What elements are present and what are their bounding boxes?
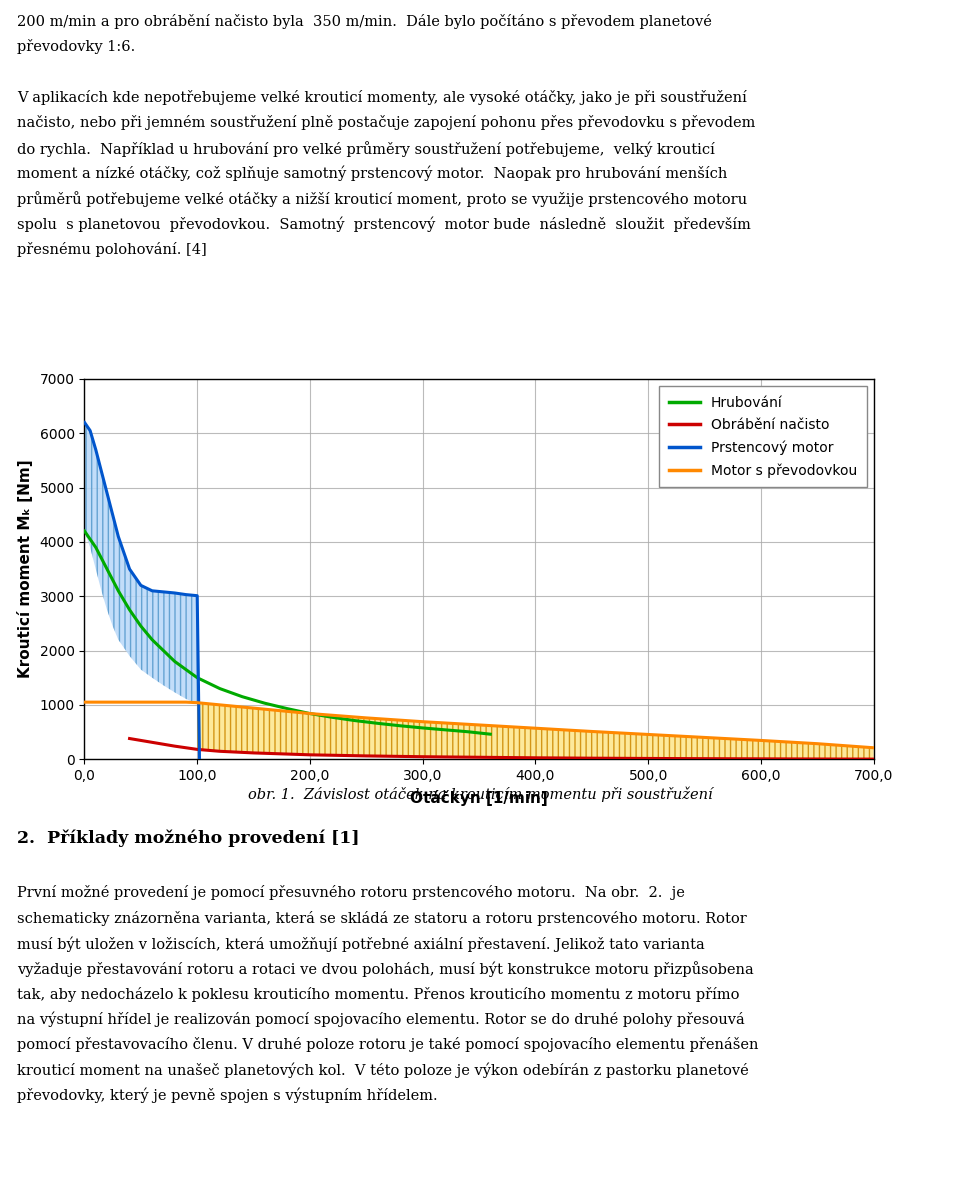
Text: moment a nízké otáčky, což splňuje samotný prstencový motor.  Naopak pro hrubová: moment a nízké otáčky, což splňuje samot… [17, 166, 728, 181]
Text: do rychla.  Například u hrubování pro velké průměry soustřužení potřebujeme,  ve: do rychla. Například u hrubování pro vel… [17, 140, 715, 157]
Legend: Hrubování, Obrábění načisto, Prstencový motor, Motor s převodovkou: Hrubování, Obrábění načisto, Prstencový … [660, 386, 867, 487]
X-axis label: Otáčkyn [1/min]: Otáčkyn [1/min] [410, 790, 548, 806]
Text: musí být uložen v ložiscích, která umožňují potřebné axiální přestavení. Jelikož: musí být uložen v ložiscích, která umožň… [17, 936, 705, 951]
Text: načisto, nebo při jemném soustřužení plně postačuje zapojení pohonu přes převodo: načisto, nebo při jemném soustřužení pln… [17, 115, 756, 131]
Text: přesnému polohování. [4]: přesnému polohování. [4] [17, 241, 207, 257]
Text: pomocí přestavovacího členu. V druhé poloze rotoru je také pomocí spojovacího el: pomocí přestavovacího členu. V druhé pol… [17, 1037, 758, 1052]
Text: spolu  s planetovou  převodovkou.  Samotný  prstencový  motor bude  následně  sl: spolu s planetovou převodovkou. Samotný … [17, 217, 751, 232]
Text: vyžaduje přestavování rotoru a rotaci ve dvou polohách, musí být konstrukce moto: vyžaduje přestavování rotoru a rotaci ve… [17, 962, 754, 977]
Text: schematicky znázorněna varianta, která se skládá ze statoru a rotoru prstencovéh: schematicky znázorněna varianta, která s… [17, 911, 747, 926]
Text: převodovky 1:6.: převodovky 1:6. [17, 39, 135, 54]
Text: 2.  Příklady možného provedení [1]: 2. Příklady možného provedení [1] [17, 830, 360, 847]
Text: na výstupní hřídel je realizován pomocí spojovacího elementu. Rotor se do druhé : na výstupní hřídel je realizován pomocí … [17, 1012, 745, 1028]
Text: 200 m/min a pro obrábění načisto byla  350 m/min.  Dále bylo počítáno s převodem: 200 m/min a pro obrábění načisto byla 35… [17, 14, 712, 29]
Text: krouticí moment na unašeč planetových kol.  V této poloze je výkon odebírán z pa: krouticí moment na unašeč planetových ko… [17, 1063, 749, 1078]
Text: tak, aby nedocházelo k poklesu krouticího momentu. Přenos krouticího momentu z m: tak, aby nedocházelo k poklesu krouticíh… [17, 986, 740, 1002]
Text: První možné provedení je pomocí přesuvného rotoru prstencového motoru.  Na obr. : První možné provedení je pomocí přesuvné… [17, 885, 685, 900]
Text: průměrů potřebujeme velké otáčky a nižší krouticí moment, proto se využije prste: průměrů potřebujeme velké otáčky a nižší… [17, 191, 748, 207]
Text: obr. 1.  Závislost otáček na krouticím momentu při soustřužení: obr. 1. Závislost otáček na krouticím mo… [248, 786, 712, 802]
Text: V aplikacích kde nepotřebujeme velké krouticí momenty, ale vysoké otáčky, jako j: V aplikacích kde nepotřebujeme velké kro… [17, 91, 747, 105]
Text: převodovky, který je pevně spojen s výstupním hřídelem.: převodovky, který je pevně spojen s výst… [17, 1088, 438, 1103]
Y-axis label: Krouticí moment Mₖ [Nm]: Krouticí moment Mₖ [Nm] [16, 460, 33, 678]
